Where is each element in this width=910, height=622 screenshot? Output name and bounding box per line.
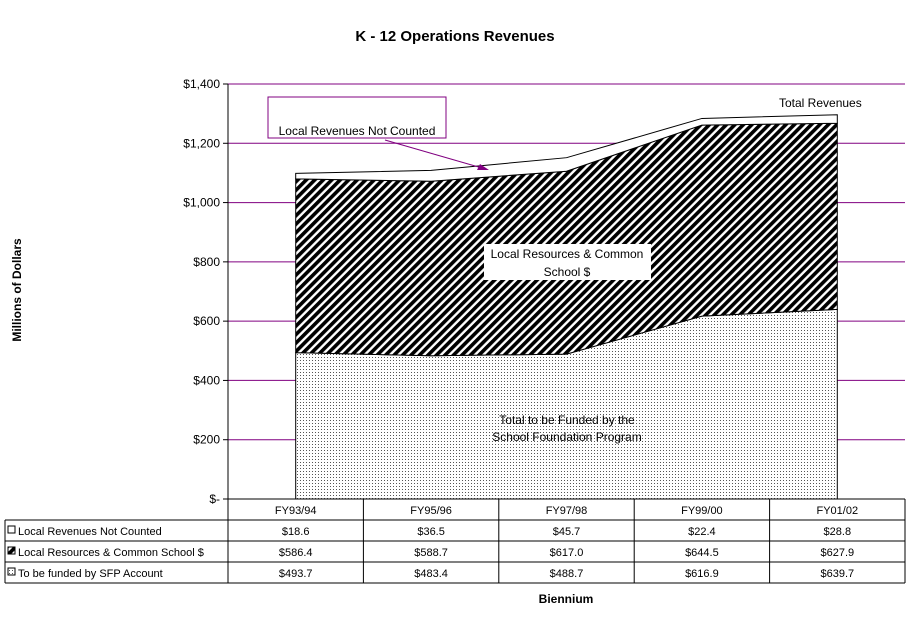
annotations: Total Revenues Local Revenues Not Counte…: [267, 96, 862, 444]
local-resources-label-line1: Local Resources & Common: [491, 247, 644, 261]
y-axis-label: Millions of Dollars: [10, 238, 24, 342]
table-cell: $639.7: [820, 568, 854, 580]
sfp-label-line1: Total to be Funded by the: [499, 413, 635, 427]
table-cell: $22.4: [688, 526, 716, 538]
not-counted-callout-label: Local Revenues Not Counted: [279, 124, 436, 138]
table-cell: $588.7: [414, 547, 448, 559]
x-axis-label: Biennium: [539, 592, 594, 606]
y-tick-label: $-: [209, 492, 220, 506]
y-tick-label: $400: [193, 373, 220, 387]
local-resources-label-line2: School $: [544, 265, 591, 279]
local-resources-label-box: [484, 244, 651, 280]
x-category-label: FY97/98: [546, 505, 588, 517]
y-tick-label: $600: [193, 314, 220, 328]
table-cell: $488.7: [550, 568, 584, 580]
legend-entry: Local Resources & Common School $: [18, 547, 204, 559]
x-category-label: FY95/96: [410, 505, 452, 517]
legend-entry: Local Revenues Not Counted: [18, 526, 162, 538]
table-cell: $616.9: [685, 568, 719, 580]
table-cell: $493.7: [279, 568, 313, 580]
data-table: FY93/94 FY95/96 FY97/98 FY99/00 FY01/02 Local…: [4, 498, 906, 584]
chart-title: K - 12 Operations Revenues: [355, 28, 554, 45]
table-cell: $18.6: [282, 526, 310, 538]
not-counted-arrow: [384, 139, 483, 169]
table-cell: $617.0: [550, 547, 584, 559]
area-not-counted: [295, 114, 838, 182]
y-tick-label: $200: [193, 433, 220, 447]
table-cell: $483.4: [414, 568, 448, 580]
x-category-label: FY99/00: [681, 505, 723, 517]
table-cell: $28.8: [824, 526, 852, 538]
table-cell: $627.9: [820, 547, 854, 559]
y-tick-label: $800: [193, 255, 220, 269]
table-cell: $36.5: [417, 526, 445, 538]
y-tick-label: $1,200: [183, 136, 220, 150]
not-counted-arrowhead: [477, 164, 489, 170]
x-category-label: FY01/02: [817, 505, 859, 517]
table-cell: $644.5: [685, 547, 719, 559]
legend-entry: To be funded by SFP Account: [18, 568, 163, 580]
legend-swatch: [7, 525, 16, 534]
legend-swatch: [7, 567, 16, 576]
y-tick-label: $1,400: [183, 77, 220, 91]
y-tick-label: $1,000: [183, 196, 220, 210]
y-axis-ticks: $- $200 $400 $600 $800 $1,000 $1,200 $1,400: [183, 77, 229, 506]
total-revenues-label: Total Revenues: [779, 96, 862, 110]
legend-swatch: [7, 546, 16, 555]
plot-area: [295, 114, 838, 500]
x-category-label: FY93/94: [275, 505, 317, 517]
sfp-label-line2: School Foundation Program: [492, 430, 641, 444]
table-cell: $45.7: [553, 526, 581, 538]
table-cell: $586.4: [279, 547, 313, 559]
not-counted-callout-box: [267, 96, 447, 139]
